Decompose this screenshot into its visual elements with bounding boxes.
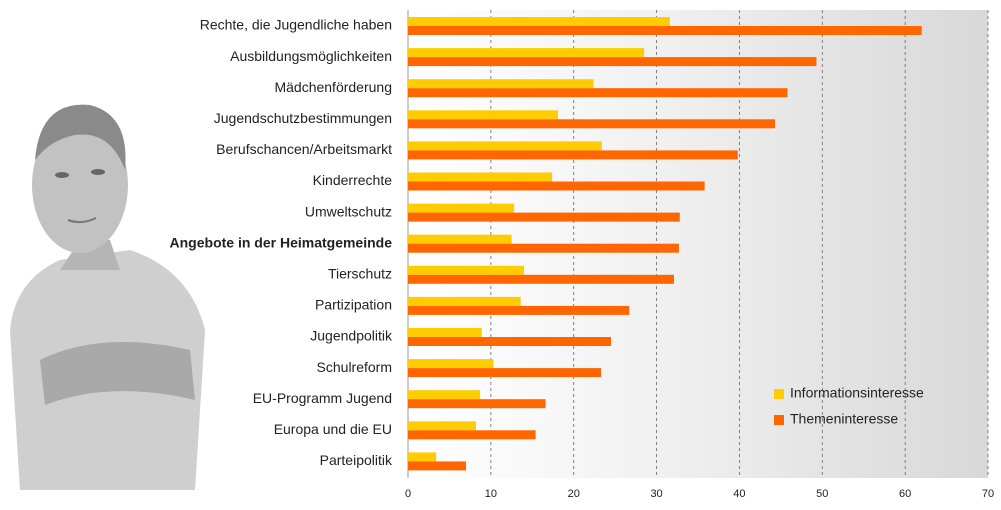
bar	[408, 430, 536, 439]
legend-swatch	[774, 415, 784, 425]
y-tick-label: EU-Programm Jugend	[253, 390, 392, 406]
y-tick-label: Partizipation	[315, 297, 392, 313]
y-tick-label: Berufschancen/Arbeitsmarkt	[216, 141, 392, 157]
bar	[408, 337, 611, 346]
bar	[408, 182, 705, 191]
legend-label: Informationsinteresse	[790, 385, 924, 401]
x-tick-label: 70	[982, 488, 994, 500]
bar	[408, 26, 922, 35]
y-tick-label: Jugendschutzbestimmungen	[214, 110, 392, 126]
y-tick-label: Schulreform	[317, 359, 392, 375]
bar	[408, 368, 601, 377]
x-tick-label: 30	[650, 488, 662, 500]
y-tick-label: Kinderrechte	[313, 172, 393, 188]
chart: 0 10 20 30 40 50 60 70 Rechte, die Jugendliche h…	[0, 0, 1001, 505]
y-tick-label: Jugendpolitik	[310, 328, 393, 344]
y-tick-label: Europa und die EU	[274, 421, 392, 437]
bar	[408, 235, 512, 244]
bar	[408, 390, 480, 399]
bar	[408, 244, 679, 253]
bar	[408, 275, 674, 284]
bar	[408, 48, 644, 57]
bar	[408, 359, 493, 368]
x-tick-label: 10	[485, 488, 497, 500]
bar	[408, 57, 816, 66]
legend-swatch	[774, 389, 784, 399]
bar	[408, 328, 482, 337]
bar	[408, 119, 775, 128]
bar	[408, 141, 602, 150]
x-tick-label: 50	[816, 488, 828, 500]
bar	[408, 110, 558, 119]
legend-label: Themeninteresse	[790, 411, 898, 427]
y-tick-label: Ausbildungsmöglichkeiten	[230, 48, 392, 64]
bar	[408, 17, 670, 26]
bar	[408, 204, 514, 213]
bar	[408, 306, 629, 315]
y-tick-label: Umweltschutz	[305, 203, 392, 219]
bar	[408, 452, 436, 461]
bar	[408, 173, 552, 182]
bar	[408, 421, 476, 430]
bar	[408, 213, 680, 222]
x-tick-label: 20	[568, 488, 580, 500]
bar	[408, 266, 524, 275]
y-tick-label: Rechte, die Jugendliche haben	[200, 17, 392, 33]
y-tick-label: Parteipolitik	[320, 452, 393, 468]
y-tick-label: Mädchenförderung	[274, 79, 392, 95]
x-tick-label: 40	[733, 488, 745, 500]
photo	[10, 105, 205, 490]
bar	[408, 150, 738, 159]
bar	[408, 399, 546, 408]
y-tick-label: Angebote in der Heimatgemeinde	[170, 234, 393, 250]
bar	[408, 297, 521, 306]
bar	[408, 79, 594, 88]
x-tick-label: 60	[899, 488, 911, 500]
y-tick-label: Tierschutz	[328, 266, 392, 282]
x-tick-label: 0	[405, 488, 411, 500]
bar	[408, 88, 787, 97]
bar	[408, 461, 466, 470]
